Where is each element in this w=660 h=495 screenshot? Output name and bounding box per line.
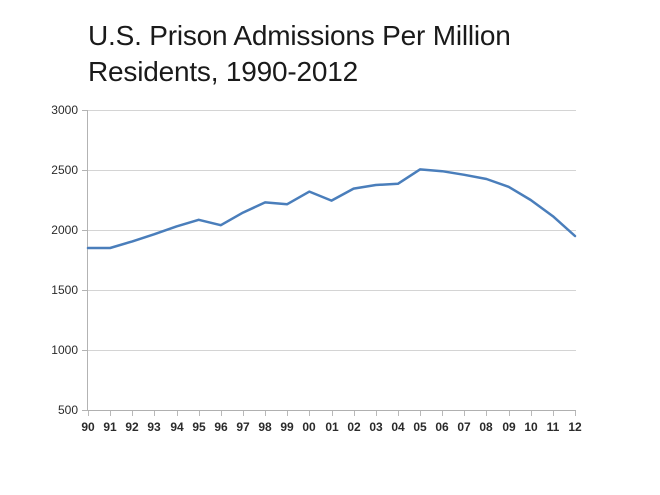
x-axis-tick (88, 411, 89, 416)
x-axis-tick-label: 92 (125, 420, 139, 434)
gridline (88, 170, 576, 171)
plot-area (88, 110, 576, 410)
x-axis-tick-label: 98 (258, 420, 272, 434)
y-axis-line (87, 110, 88, 411)
x-axis-tick-label: 02 (347, 420, 361, 434)
x-axis-tick-label: 06 (435, 420, 449, 434)
gridline (88, 290, 576, 291)
x-axis-tick (553, 411, 554, 416)
x-axis-tick (265, 411, 266, 416)
gridline (88, 350, 576, 351)
x-axis-tick (332, 411, 333, 416)
x-axis-tick-label: 05 (413, 420, 427, 434)
x-axis-tick (531, 411, 532, 416)
x-axis-tick-label: 11 (546, 420, 560, 434)
x-axis-tick (420, 411, 421, 416)
y-axis-tick (82, 290, 88, 291)
y-axis-tick-label: 1000 (51, 343, 78, 357)
y-axis-tick (82, 230, 88, 231)
x-axis-tick-label: 04 (391, 420, 405, 434)
x-axis-tick (398, 411, 399, 416)
x-axis-tick (132, 411, 133, 416)
x-axis-tick-label: 12 (568, 420, 582, 434)
y-axis-tick (82, 410, 88, 411)
x-axis-tick-label: 10 (524, 420, 538, 434)
x-axis-tick-label: 97 (236, 420, 250, 434)
y-axis-tick (82, 350, 88, 351)
x-axis-tick-label: 94 (170, 420, 184, 434)
x-axis-tick-label: 01 (325, 420, 339, 434)
x-axis-tick (177, 411, 178, 416)
x-axis-tick (486, 411, 487, 416)
y-axis-tick-label: 2000 (51, 223, 78, 237)
x-axis-tick-label: 91 (103, 420, 117, 434)
x-axis-tick (287, 411, 288, 416)
x-axis-tick-label: 96 (214, 420, 228, 434)
y-axis-tick-label: 2500 (51, 163, 78, 177)
y-axis-tick-labels: 3000 2500 2000 1500 1000 500 (30, 0, 78, 495)
chart-title: U.S. Prison Admissions Per Million Resid… (88, 20, 511, 87)
x-axis-tick-label: 07 (457, 420, 471, 434)
x-axis-tick (221, 411, 222, 416)
x-axis-tick (354, 411, 355, 416)
x-axis-tick (464, 411, 465, 416)
y-axis-tick-label: 1500 (51, 283, 78, 297)
x-axis-tick (154, 411, 155, 416)
x-axis-tick-label: 99 (280, 420, 294, 434)
x-axis-tick-label: 90 (81, 420, 95, 434)
x-axis-tick (199, 411, 200, 416)
x-axis-tick-label: 95 (192, 420, 206, 434)
x-axis-tick (376, 411, 377, 416)
y-axis-tick (82, 170, 88, 171)
gridline (88, 230, 576, 231)
x-axis-tick-label: 08 (479, 420, 493, 434)
x-axis-tick-label: 93 (147, 420, 161, 434)
y-axis-tick (82, 110, 88, 111)
x-axis-tick (110, 411, 111, 416)
x-axis-tick (442, 411, 443, 416)
x-axis-tick-label: 00 (302, 420, 316, 434)
x-axis-tick-label: 03 (369, 420, 383, 434)
x-axis-line (88, 410, 576, 411)
y-axis-tick-label: 3000 (51, 103, 78, 117)
x-axis-tick (575, 411, 576, 416)
x-axis-tick (509, 411, 510, 416)
x-axis-tick (243, 411, 244, 416)
x-axis-tick-label: 09 (502, 420, 516, 434)
gridline (88, 110, 576, 111)
x-axis-tick (309, 411, 310, 416)
y-axis-tick-label: 500 (57, 403, 78, 417)
